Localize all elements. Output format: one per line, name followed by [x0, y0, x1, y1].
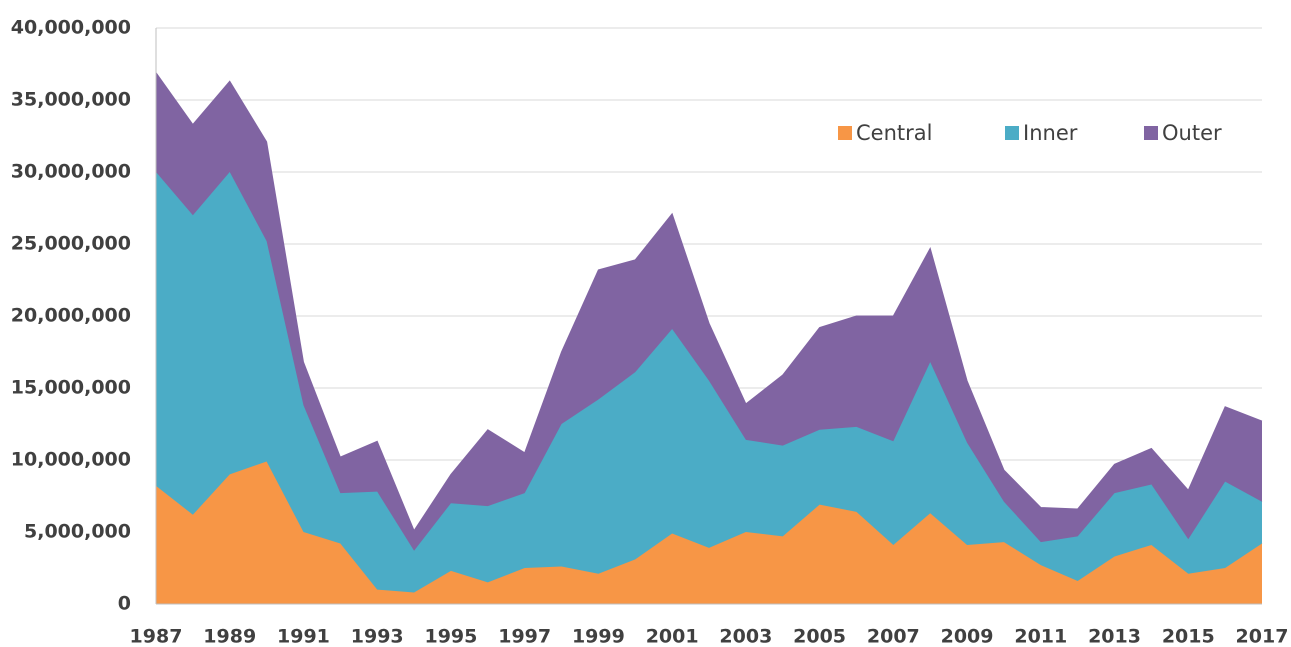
area-edge — [155, 72, 1263, 532]
y-tick-label: 5,000,000 — [24, 521, 131, 543]
x-tick-label: 1989 — [203, 626, 256, 647]
legend-label: Central — [856, 121, 932, 145]
x-tick-label: 1991 — [277, 626, 330, 647]
y-tick-label: 10,000,000 — [11, 449, 131, 471]
y-tick-label: 15,000,000 — [11, 377, 131, 399]
legend-swatch — [1144, 126, 1158, 140]
y-tick-label: 25,000,000 — [11, 233, 131, 255]
x-tick-label: 1987 — [130, 626, 183, 647]
x-tick-label: 1999 — [572, 626, 625, 647]
x-tick-label: 2017 — [1236, 626, 1289, 647]
y-tick-label: 20,000,000 — [11, 305, 131, 327]
area-fill — [156, 461, 1262, 604]
x-tick-label: 2003 — [719, 626, 772, 647]
legend-swatch — [1005, 126, 1019, 140]
legend-label: Outer — [1162, 121, 1222, 145]
x-tick-label: 2015 — [1162, 626, 1215, 647]
x-tick-label: 1993 — [351, 626, 404, 647]
y-tick-label: 40,000,000 — [11, 17, 131, 39]
x-tick-label: 1995 — [424, 626, 477, 647]
x-tick-label: 2013 — [1088, 626, 1141, 647]
y-tick-label: 30,000,000 — [11, 161, 131, 183]
area-fill — [156, 172, 1262, 593]
x-tick-label: 2005 — [793, 626, 846, 647]
y-tick-label: 0 — [118, 593, 131, 615]
x-tick-label: 2001 — [646, 626, 699, 647]
x-tick-label: 2009 — [941, 626, 994, 647]
legend-label: Inner — [1023, 121, 1078, 145]
legend-swatch — [838, 126, 852, 140]
area-fill — [156, 72, 1262, 551]
x-tick-label: 2007 — [867, 626, 920, 647]
x-tick-label: 2011 — [1014, 626, 1067, 647]
y-tick-label: 35,000,000 — [11, 89, 131, 111]
x-tick-label: 1997 — [498, 626, 551, 647]
